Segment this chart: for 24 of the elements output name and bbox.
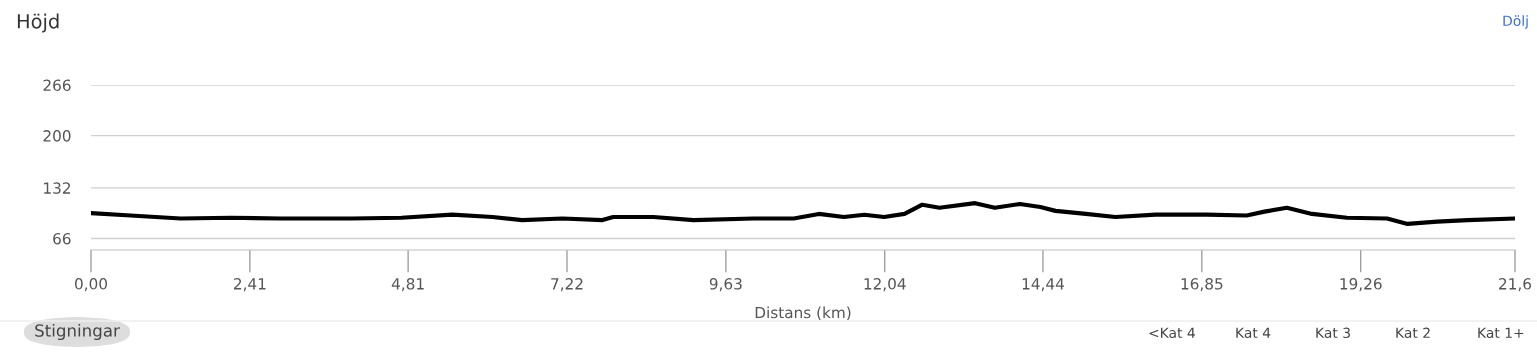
x-axis-title: Distans (km) xyxy=(755,306,851,321)
y-tick-label: 266 xyxy=(43,79,71,92)
x-tick-label: 14,44 xyxy=(1022,278,1064,292)
y-tick-label: 66 xyxy=(53,232,71,245)
chart-title: Höjd xyxy=(17,13,59,33)
text: Kat 2 xyxy=(1396,327,1430,339)
x-tick-label: 9,63 xyxy=(709,278,742,292)
y-tick-label: 200 xyxy=(43,130,71,142)
text: Kat 3 xyxy=(1316,327,1350,339)
x-tick-label: 16,85 xyxy=(1181,278,1223,292)
x-tick-label: 19,26 xyxy=(1340,278,1382,292)
x-tick-label: 7,22 xyxy=(551,278,583,292)
x-tick-label: 12,04 xyxy=(864,278,906,292)
x-tick-label: 21,6 xyxy=(1499,278,1532,292)
text: Kat 4 xyxy=(1236,327,1271,339)
x-tick-label: 2,41 xyxy=(233,278,266,292)
text: Stigningar xyxy=(35,323,120,341)
text: Dölj xyxy=(1503,15,1528,29)
line-series xyxy=(91,201,1515,226)
text: <Kat 4 xyxy=(1149,327,1195,339)
y-tick-label: 132 xyxy=(44,182,71,194)
x-tick-label: 0,00 xyxy=(75,278,107,292)
x-tick-label: 4,81 xyxy=(391,278,424,292)
text: Kat 1+ xyxy=(1478,327,1524,339)
